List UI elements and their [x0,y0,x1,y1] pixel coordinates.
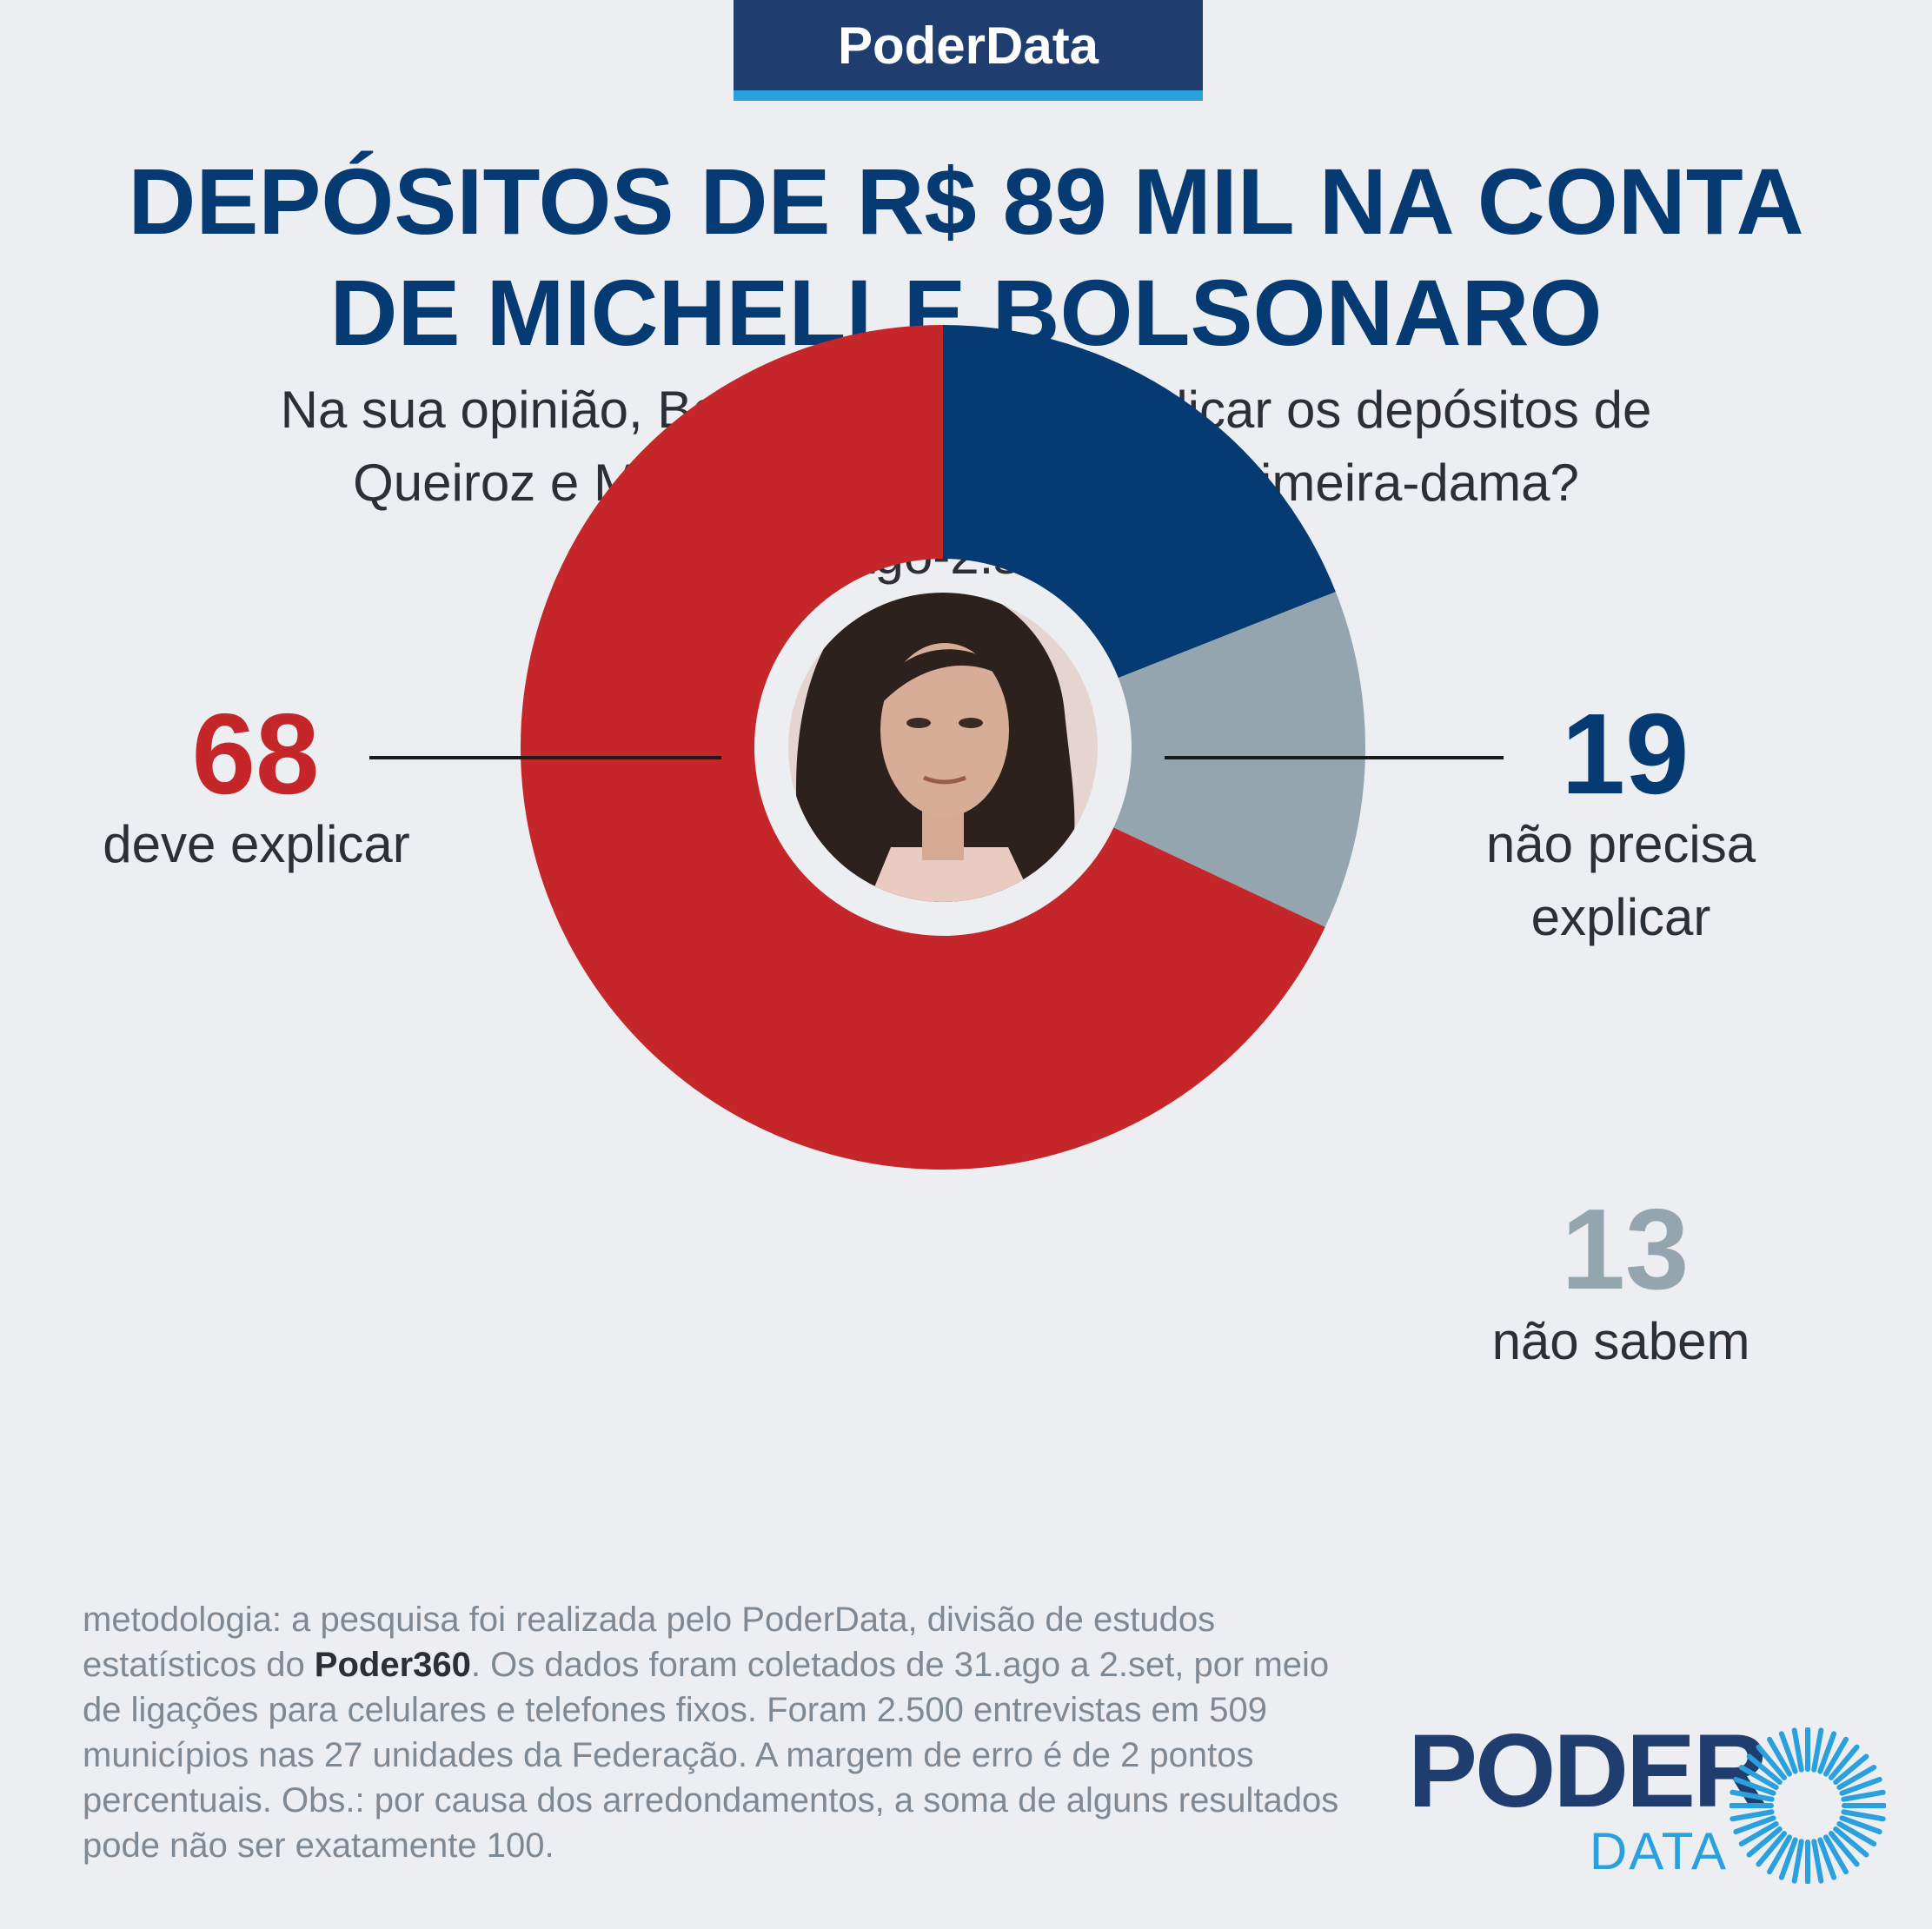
slice-label-nao-sabem: não sabem [1443,1305,1799,1378]
methodology-brand: Poder360 [314,1646,471,1684]
logo-burst-ray [1756,1744,1788,1780]
logo-burst-ray [1828,1744,1860,1780]
slice-label-deve-explicar: deve explicar [70,808,443,881]
logo-burst-ray [1778,1731,1798,1774]
logo-burst-ray [1841,1789,1886,1802]
logo-burst-ray [1828,1831,1860,1867]
slice-label-nao-sabem-line-1: não sabem [1491,1312,1750,1370]
logo-burst-ray [1833,1826,1869,1858]
slice-label-nao-precisa-line-1: não precisa [1485,815,1756,873]
logo-burst-ray [1791,1727,1804,1773]
methodology-text-1: metodologia: a pesquisa foi realizada pe… [83,1601,1216,1684]
logo-burst-ray [1839,1776,1882,1796]
methodology-note: metodologia: a pesquisa foi realizada pe… [83,1597,1369,1868]
logo-data-text: DATA [1589,1822,1728,1880]
slice-label-nao-precisa: não precisa explicar [1443,808,1799,954]
slice-value-nao-sabem: 13 [1561,1185,1690,1313]
logo-burst-ray [1730,1809,1775,1822]
logo-burst-ray [1738,1821,1779,1846]
logo-burst-ray [1823,1736,1849,1777]
logo-poder-text: PODER [1408,1713,1769,1829]
logo-burst-ray [1778,1837,1798,1880]
logo-burst-ray [1823,1834,1849,1875]
logo-burst-ray [1833,1753,1869,1786]
logo-burst-ray [1733,1776,1776,1796]
logo-burst-ray [1811,1839,1824,1884]
logo-burst-ray [1836,1821,1877,1846]
logo-burst-ray [1746,1826,1783,1858]
methodology-text-2: . Os dados foram coletados de 31.ago a 2… [83,1646,1339,1865]
logo-burst-ray [1811,1727,1824,1773]
logo-burst-ray [1817,1731,1837,1774]
photo-of-michelle-bolsonaro [788,593,1098,902]
title-line-1: DEPÓSITOS DE R$ 89 MIL NA CONTA [128,149,1804,254]
slice-value-nao-precisa: 19 [1561,690,1690,818]
slice-nao-precisa-explicar [943,325,1336,679]
slice-label-nao-precisa-line-2: explicar [1530,888,1711,946]
logo-burst-icon [1730,1727,1886,1884]
logo-burst-ray [1817,1837,1837,1880]
logo-burst-ray [1730,1789,1775,1802]
logo-burst-ray [1836,1765,1877,1790]
slice-deve-explicar [520,325,1325,1170]
logo-burst-ray [1738,1765,1779,1790]
logo-burst-ray [1841,1809,1886,1822]
logo-burst-ray [1767,1736,1792,1777]
logo-burst-ray [1746,1753,1783,1786]
slice-label-deve-explicar-line-1: deve explicar [103,815,410,873]
logo-burst-ray [1839,1815,1882,1835]
logo-burst-ray [1733,1815,1776,1835]
brand-tab: PoderData [734,0,1203,101]
slice-nao-sabem [1113,592,1365,927]
logo-burst-ray [1756,1831,1788,1867]
slice-value-deve-explicar: 68 [191,690,320,818]
logo-burst-ray [1791,1839,1804,1884]
logo-burst-ray [1767,1834,1792,1875]
